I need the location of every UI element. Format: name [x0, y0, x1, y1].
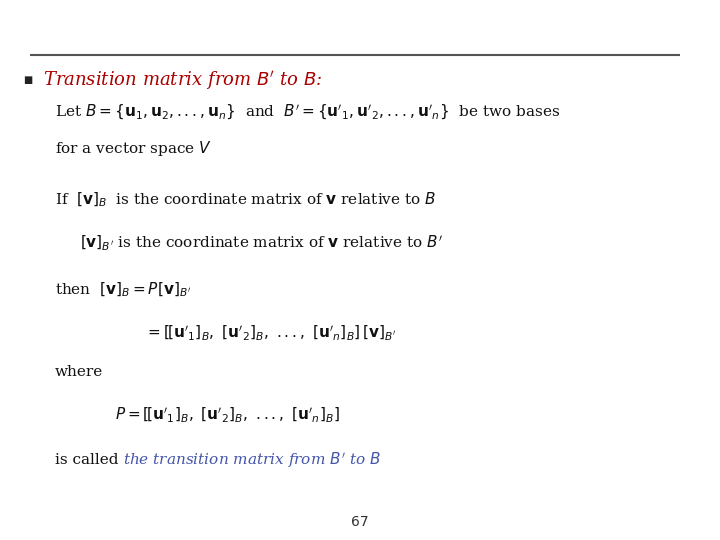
- Text: where: where: [55, 365, 103, 379]
- Text: If  $[\mathbf{v}]_B$  is the coordinate matrix of $\mathbf{v}$ relative to $B$: If $[\mathbf{v}]_B$ is the coordinate ma…: [55, 191, 436, 209]
- Text: for a vector space $V$: for a vector space $V$: [55, 138, 212, 158]
- Text: the transition matrix from $\mathit{B}'$ to $\mathit{B}$: the transition matrix from $\mathit{B}'$…: [123, 450, 381, 470]
- Text: is called: is called: [55, 453, 123, 467]
- Text: $[\mathbf{v}]_{B'}$ is the coordinate matrix of $\mathbf{v}$ relative to $B'$: $[\mathbf{v}]_{B'}$ is the coordinate ma…: [80, 233, 443, 253]
- Text: Let $B = \{\mathbf{u}_1, \mathbf{u}_2, ..., \mathbf{u}_n\}$  and  $B' = \{\mathb: Let $B = \{\mathbf{u}_1, \mathbf{u}_2, .…: [55, 103, 560, 122]
- Text: Transition matrix from $\mathit{B}'$ to $\mathit{B}$:: Transition matrix from $\mathit{B}'$ to …: [43, 69, 323, 91]
- Text: $P = [\![\mathbf{u}'_1]_B,\ [\mathbf{u}'_2]_B,\ ...,\ [\mathbf{u}'_n]_B]$: $P = [\![\mathbf{u}'_1]_B,\ [\mathbf{u}'…: [115, 406, 340, 424]
- Text: ■: ■: [23, 75, 32, 85]
- Text: $= [\![\mathbf{u}'_1]_B,\ [\mathbf{u}'_2]_B,\ ...,\ [\mathbf{u}'_n]_B]\, [\mathb: $= [\![\mathbf{u}'_1]_B,\ [\mathbf{u}'_2…: [145, 323, 396, 342]
- Text: then  $[\mathbf{v}]_B = P[\mathbf{v}]_{B'}$: then $[\mathbf{v}]_B = P[\mathbf{v}]_{B'…: [55, 281, 192, 299]
- Text: 67: 67: [351, 515, 369, 529]
